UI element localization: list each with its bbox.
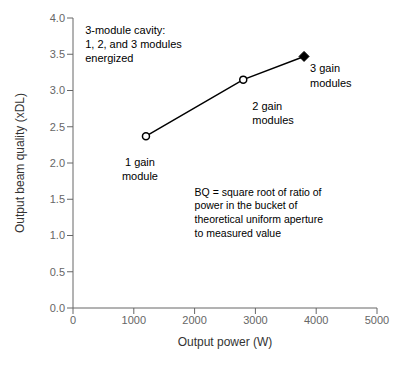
svg-text:1.5: 1.5 — [50, 193, 65, 205]
svg-text:4.0: 4.0 — [50, 12, 65, 24]
svg-text:2.0: 2.0 — [50, 157, 65, 169]
svg-text:1000: 1000 — [122, 314, 146, 326]
svg-text:0: 0 — [70, 314, 76, 326]
svg-text:5000: 5000 — [365, 314, 389, 326]
svg-text:Output power (W): Output power (W) — [178, 335, 273, 349]
svg-text:1 gainmodule: 1 gainmodule — [122, 156, 158, 182]
svg-text:3.5: 3.5 — [50, 48, 65, 60]
svg-text:BQ = square root of ratio ofpo: BQ = square root of ratio ofpower in the… — [195, 186, 324, 239]
svg-text:3 gainmodules: 3 gainmodules — [310, 62, 352, 88]
svg-text:3-module cavity:1, 2, and 3 mo: 3-module cavity:1, 2, and 3 modulesenerg… — [85, 24, 182, 65]
svg-text:0.5: 0.5 — [50, 266, 65, 278]
svg-text:0.0: 0.0 — [50, 302, 65, 314]
svg-text:2 gainmodules: 2 gainmodules — [252, 100, 294, 126]
svg-text:2000: 2000 — [182, 314, 206, 326]
svg-text:1.0: 1.0 — [50, 229, 65, 241]
svg-text:4000: 4000 — [304, 314, 328, 326]
svg-text:3000: 3000 — [243, 314, 267, 326]
svg-text:3.0: 3.0 — [50, 84, 65, 96]
svg-text:2.5: 2.5 — [50, 121, 65, 133]
svg-text:Output beam quality (xDL): Output beam quality (xDL) — [13, 93, 27, 233]
